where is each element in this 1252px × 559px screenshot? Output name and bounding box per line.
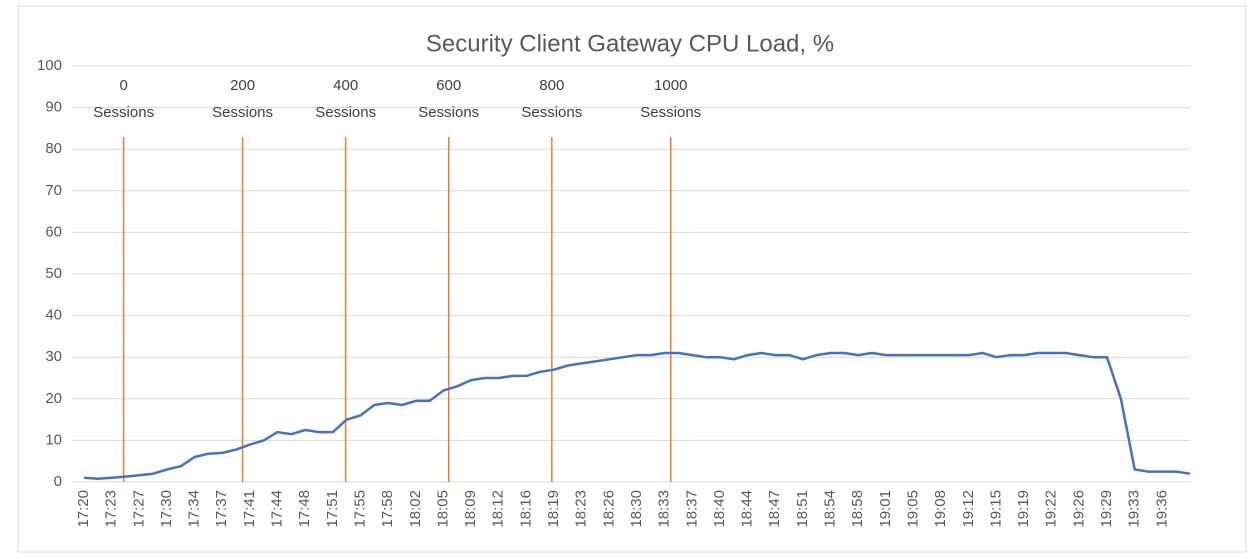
chart-frame: [17, 5, 1247, 553]
y-tick-label: 10: [45, 431, 62, 448]
x-tick-label: 17:51: [324, 490, 341, 528]
y-tick-label: 90: [45, 99, 62, 116]
x-tick-label: 18:12: [490, 490, 507, 528]
y-tick-label: 20: [45, 390, 62, 407]
x-tick-label: 18:47: [766, 490, 783, 528]
x-tick-label: 19:19: [1015, 490, 1032, 528]
x-tick-label: 18:33: [656, 490, 673, 528]
session-label: Sessions: [521, 104, 582, 121]
x-tick-label: 18:16: [517, 490, 534, 528]
session-label: Sessions: [640, 104, 701, 121]
x-tick-label: 19:29: [1098, 490, 1115, 528]
x-tick-label: 18:23: [573, 490, 590, 528]
x-tick-label: 19:05: [904, 490, 921, 528]
x-tick-label: 19:12: [960, 490, 977, 528]
x-tick-label: 17:37: [213, 490, 230, 528]
x-tick-label: 18:40: [711, 490, 728, 528]
x-tick-label: 17:58: [379, 490, 396, 528]
x-tick-label: 18:58: [849, 490, 866, 528]
session-label: Sessions: [418, 104, 479, 121]
data-line: [83, 351, 1191, 480]
y-tick-label: 30: [45, 348, 62, 365]
x-tick-label: 17:48: [296, 490, 313, 528]
y-tick-label: 40: [45, 307, 62, 324]
x-tick-label: 17:27: [130, 490, 147, 528]
x-tick-label: 18:37: [683, 490, 700, 528]
x-tick-label: 17:30: [158, 490, 175, 528]
x-tick-label: 18:44: [739, 490, 756, 528]
x-tick-label: 18:02: [407, 490, 424, 528]
y-tick-label: 60: [45, 223, 62, 240]
session-label: Sessions: [93, 104, 154, 121]
x-tick-label: 19:15: [987, 490, 1004, 528]
x-tick-label: 18:26: [600, 490, 617, 528]
session-label: 800: [539, 77, 564, 94]
x-tick-label: 17:55: [351, 490, 368, 528]
x-tick-label: 19:01: [877, 490, 894, 528]
session-label: 200: [230, 77, 255, 94]
y-tick-label: 70: [45, 182, 62, 199]
x-tick-label: 19:22: [1043, 490, 1060, 528]
session-label: 0: [119, 77, 127, 94]
x-tick-label: 18:09: [462, 490, 479, 528]
x-tick-label: 17:41: [241, 490, 258, 528]
x-tick-label: 17:34: [186, 490, 203, 528]
x-tick-label: 18:05: [434, 490, 451, 528]
x-tick-label: 19:33: [1126, 490, 1143, 528]
x-tick-label: 19:08: [932, 490, 949, 528]
x-tick-label: 19:36: [1153, 490, 1170, 528]
y-tick-label: 0: [54, 473, 62, 490]
session-label: 600: [436, 77, 461, 94]
x-tick-label: 18:30: [628, 490, 645, 528]
x-tick-label: 18:54: [822, 490, 839, 528]
x-tick-label: 17:20: [75, 490, 92, 528]
x-tick-label: 17:44: [269, 490, 286, 528]
y-tick-label: 80: [45, 140, 62, 157]
session-label: Sessions: [315, 104, 376, 121]
x-tick-label: 18:51: [794, 490, 811, 528]
session-label: Sessions: [212, 104, 273, 121]
chart-title: Security Client Gateway CPU Load, %: [426, 30, 834, 57]
session-label: 400: [333, 77, 358, 94]
y-tick-label: 50: [45, 265, 62, 282]
x-tick-label: 17:23: [103, 490, 120, 528]
y-tick-label: 100: [37, 57, 62, 74]
session-label: 1000: [654, 77, 687, 94]
x-tick-label: 19:26: [1070, 490, 1087, 528]
x-tick-label: 18:19: [545, 490, 562, 528]
